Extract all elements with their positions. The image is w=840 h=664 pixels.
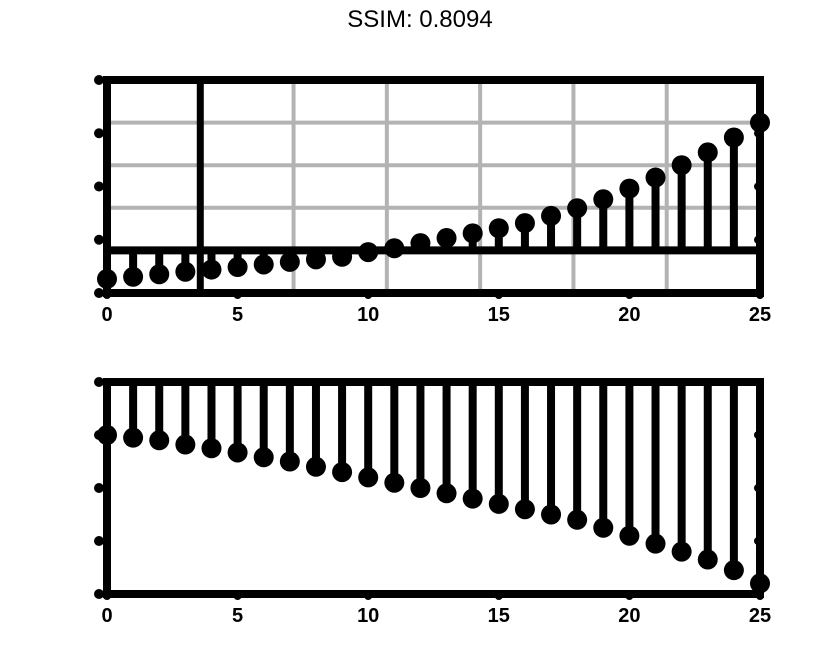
panel-1-marker-3: [175, 261, 196, 282]
panel-2-marker-21: [645, 533, 666, 554]
panel-2-ytick-right-3: [754, 537, 762, 545]
panel-1-marker-1: [123, 266, 144, 287]
panel-1-xtick-label-4: 20: [618, 304, 640, 326]
panel-2-marker-11: [384, 472, 405, 493]
panel-2-xtick-3: [494, 592, 503, 600]
panel-1-ytick-4: [94, 288, 104, 298]
panel-1-ytick-right-2: [754, 182, 762, 191]
panel-1-marker-14: [462, 223, 483, 244]
panel-2-marker-23: [697, 549, 718, 570]
panel-2-marker-4: [201, 438, 222, 459]
panel-1-marker-21: [645, 167, 666, 188]
panel-2-ytick-2: [94, 483, 104, 493]
panel-1-ytick-right-4: [754, 289, 762, 297]
panel-1-marker-16: [514, 213, 535, 234]
panel-1-ytick-right-0: [754, 76, 762, 84]
panel-2-marker-14: [462, 488, 483, 509]
panel-1-marker-7: [279, 251, 300, 272]
panel-1-xtick-3: [494, 291, 503, 299]
panel-1-xtick-label-2: 10: [357, 304, 379, 326]
panel-2-xtick-label-1: 5: [232, 605, 243, 627]
panel-2-marker-20: [619, 525, 640, 546]
panel-1-xtick-label-0: 0: [101, 304, 112, 326]
panel-1-marker-22: [671, 155, 692, 176]
panel-2-xtick-label-4: 20: [618, 605, 640, 627]
panel-1-xtick-label-5: 25: [749, 304, 771, 326]
panel-1-marker-20: [619, 178, 640, 199]
panel-2-marker-5: [227, 442, 248, 463]
panel-2-marker-22: [671, 541, 692, 562]
panel-1-marker-19: [593, 189, 614, 210]
panel-1-ytick-0: [94, 75, 104, 85]
panel-1-marker-5: [227, 257, 248, 278]
panel-1-xtick-0: [103, 291, 111, 299]
panel-1-marker-9: [332, 246, 353, 267]
panel-2-ytick-3: [94, 536, 104, 546]
panel-2-marker-12: [410, 478, 431, 498]
panel-1-marker-6: [253, 254, 274, 275]
panel-2-ytick-right-0: [754, 378, 762, 386]
panel-1-ytick-1: [94, 128, 104, 139]
panel-2-marker-3: [175, 434, 196, 455]
panel-2-marker-18: [567, 509, 588, 530]
panel-1-marker-4: [201, 259, 222, 280]
panel-1-marker-18: [567, 198, 588, 219]
panel-2-marker-2: [149, 430, 170, 451]
panel-1-ytick-2: [94, 181, 104, 192]
panel-2-ytick-1: [94, 430, 104, 440]
panel-2-xtick-label-5: 25: [749, 605, 771, 627]
panel-2-xtick-label-3: 15: [488, 605, 510, 627]
panel-1-xtick-1: [233, 291, 242, 299]
panel-2-xtick-label-2: 10: [357, 605, 379, 627]
panel-2-xtick-0: [103, 592, 111, 600]
panel-2-marker-10: [358, 467, 379, 488]
panel-2-ytick-right-2: [754, 484, 762, 492]
panel-2-marker-9: [332, 462, 353, 483]
panel-1-marker-17: [541, 205, 562, 226]
panel-2-axes-box: [103, 378, 764, 598]
panel-1-ytick-3: [94, 234, 104, 245]
panel-2-xtick-4: [625, 592, 634, 600]
panel-1-marker-10: [358, 242, 379, 263]
panel-2-ytick-right-1: [754, 431, 762, 439]
panel-1-marker-2: [149, 264, 170, 285]
panel-1-marker-8: [305, 249, 326, 270]
panel-1-ytick-right-3: [754, 235, 762, 244]
figure-title: SSIM: 0.8094: [347, 6, 493, 33]
panel-1-axes-box: [103, 76, 764, 297]
panel-1-xtick-label-1: 5: [232, 304, 243, 326]
panel-1-xtick-2: [364, 291, 373, 299]
panel-1-marker-11: [384, 238, 405, 259]
panel-2-marker-17: [541, 504, 562, 525]
panel-2-marker-24: [723, 560, 744, 581]
panel-2-marker-15: [488, 493, 509, 514]
panel-1-marker-15: [488, 218, 509, 239]
panel-1-ytick-right-1: [754, 129, 762, 138]
panel-2-marker-8: [305, 456, 326, 477]
panel-2-marker-13: [436, 483, 457, 504]
panel-2-ytick-0: [94, 377, 104, 387]
panel-1-marker-24: [723, 127, 744, 148]
panel-1-marker-13: [436, 228, 457, 249]
panel-2-marker-6: [253, 447, 274, 468]
panel-1-xtick-4: [625, 291, 634, 299]
panel-2-xtick-2: [364, 592, 373, 600]
panel-1-marker-23: [697, 142, 718, 163]
panel-1-marker-12: [410, 233, 431, 254]
panel-2-ytick-right-4: [754, 590, 762, 598]
panel-2-ytick-4: [94, 589, 104, 599]
panel-2-marker-1: [123, 427, 144, 448]
panel-2-marker-16: [514, 499, 535, 520]
panel-2-xtick-1: [233, 592, 242, 600]
panel-2-marker-19: [593, 517, 614, 538]
panel-1-xtick-label-3: 15: [488, 304, 510, 326]
panel-2-xtick-label-0: 0: [101, 605, 112, 627]
panel-2-marker-7: [279, 451, 300, 472]
